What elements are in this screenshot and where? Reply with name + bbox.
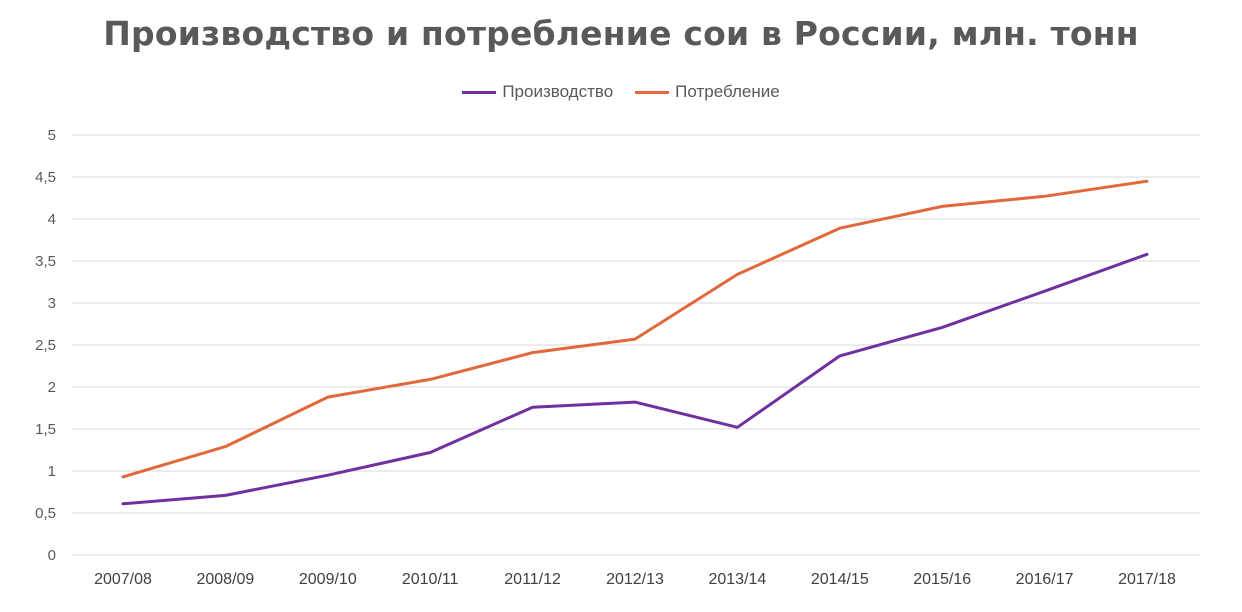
x-tick-label: 2016/17 (1016, 571, 1074, 588)
legend: Производство Потребление (0, 82, 1242, 102)
y-tick-label: 2,5 (35, 337, 56, 354)
legend-label-consumption: Потребление (675, 82, 780, 101)
x-tick-label: 2015/16 (913, 571, 971, 588)
y-tick-label: 3 (48, 295, 56, 312)
x-tick-label: 2007/08 (94, 571, 152, 588)
x-tick-label: 2013/14 (708, 571, 766, 588)
y-tick-label: 4 (48, 211, 56, 228)
y-tick-label: 3,5 (35, 253, 56, 270)
x-tick-label: 2008/09 (196, 571, 254, 588)
y-tick-label: 1 (48, 463, 56, 480)
y-tick-label: 4,5 (35, 169, 56, 186)
x-tick-label: 2010/11 (402, 571, 459, 588)
legend-label-production: Производство (502, 82, 614, 101)
legend-item-production: Производство (462, 82, 613, 102)
y-tick-label: 0,5 (35, 505, 56, 522)
y-tick-label: 0 (48, 547, 56, 564)
series-line-1 (121, 179, 1149, 479)
y-tick-label: 1,5 (35, 421, 56, 438)
y-tick-label: 2 (48, 379, 56, 396)
x-tick-label: 2011/12 (504, 571, 561, 588)
legend-swatch-production (462, 90, 497, 94)
y-tick-label: 5 (48, 127, 56, 144)
x-tick-label: 2017/18 (1118, 571, 1176, 588)
x-tick-label: 2012/13 (606, 571, 664, 588)
chart-title: Производство и потребление сои в России,… (103, 14, 1139, 53)
legend-item-consumption: Потребление (635, 82, 780, 102)
series-line-0 (121, 252, 1149, 506)
legend-swatch-consumption (635, 90, 670, 94)
x-tick-label: 2009/10 (299, 571, 357, 588)
x-tick-label: 2014/15 (811, 571, 869, 588)
